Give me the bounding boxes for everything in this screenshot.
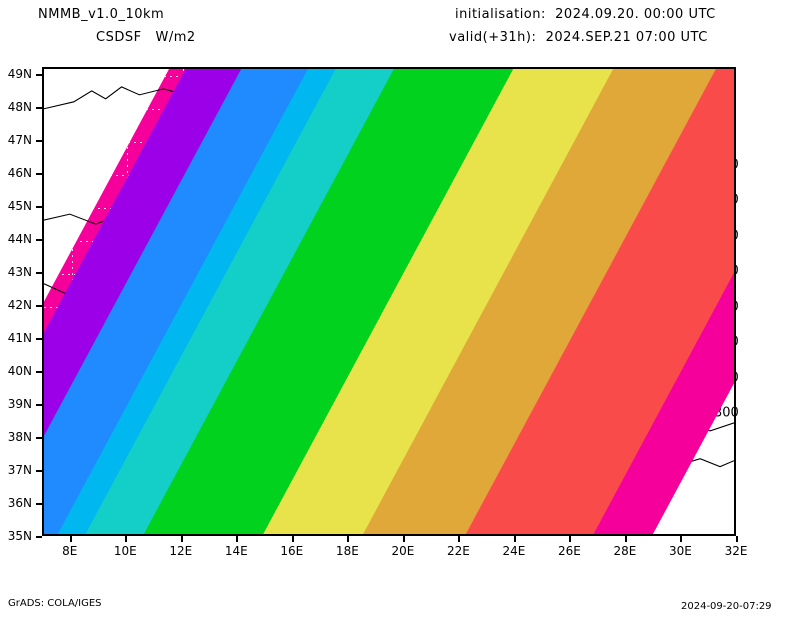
x-tick-mark xyxy=(569,536,572,542)
x-tick-label: 30E xyxy=(669,544,692,558)
x-tick-label: 26E xyxy=(558,544,581,558)
x-tick-mark xyxy=(458,536,461,542)
y-tick-mark xyxy=(36,238,42,241)
y-tick-label: 39N xyxy=(7,396,32,411)
y-tick-label: 48N xyxy=(7,99,32,114)
y-tick-mark xyxy=(36,271,42,274)
y-tick-label: 45N xyxy=(7,198,32,213)
y-tick-mark xyxy=(36,502,42,505)
header-model-name: NMMB_v1.0_10km xyxy=(38,7,165,22)
y-tick-label: 46N xyxy=(7,165,32,180)
y-tick-mark xyxy=(36,536,42,538)
header-initialisation-time: initialisation: 2024.09.20. 00:00 UTC xyxy=(455,7,716,22)
x-tick-mark xyxy=(624,536,627,542)
y-tick-mark xyxy=(36,403,42,406)
y-tick-label: 38N xyxy=(7,429,32,444)
x-tick-label: 10E xyxy=(113,544,137,558)
y-tick-label: 49N xyxy=(7,66,32,81)
x-tick-mark xyxy=(402,536,405,542)
y-tick-label: 47N xyxy=(7,132,32,147)
y-tick-mark xyxy=(36,139,42,142)
x-tick-label: 20E xyxy=(391,544,415,558)
x-tick-label: 16E xyxy=(280,544,304,558)
y-tick-mark xyxy=(36,370,42,373)
x-tick-label: 22E xyxy=(446,544,470,558)
x-tick-label: 8E xyxy=(62,544,78,558)
footer-credit: GrADS: COLA/IGES xyxy=(8,598,102,609)
y-tick-mark xyxy=(36,73,42,76)
y-tick-label: 36N xyxy=(7,495,32,510)
header-valid-time: valid(+31h): 2024.SEP.21 07:00 UTC xyxy=(449,30,708,45)
colorbar-label: 300 xyxy=(714,405,739,421)
y-tick-mark xyxy=(36,436,42,439)
y-tick-mark xyxy=(36,205,42,208)
x-tick-label: 28E xyxy=(613,544,637,558)
x-tick-label: 24E xyxy=(502,544,526,558)
y-tick-label: 43N xyxy=(7,264,32,279)
x-tick-mark xyxy=(736,536,738,542)
x-tick-mark xyxy=(236,536,239,542)
x-tick-label: 32E xyxy=(724,544,748,558)
x-tick-mark xyxy=(125,536,128,542)
x-tick-mark xyxy=(513,536,516,542)
y-tick-label: 41N xyxy=(7,330,32,345)
x-tick-mark xyxy=(347,536,350,542)
y-tick-label: 40N xyxy=(7,363,32,378)
x-tick-mark xyxy=(680,536,683,542)
y-tick-mark xyxy=(36,172,42,175)
x-tick-mark xyxy=(69,536,72,542)
y-tick-mark xyxy=(36,106,42,109)
y-tick-label: 35N xyxy=(7,529,32,543)
x-tick-mark xyxy=(180,536,183,542)
map-plot-area[interactable] xyxy=(42,67,736,536)
y-tick-mark xyxy=(36,337,42,340)
x-tick-mark xyxy=(291,536,294,542)
y-tick-mark xyxy=(36,469,42,472)
header-variable-name: CSDSF W/m2 xyxy=(96,30,196,45)
y-tick-label: 37N xyxy=(7,462,32,477)
y-tick-mark xyxy=(36,304,42,307)
contour-fill-bands xyxy=(44,69,734,534)
x-tick-label: 18E xyxy=(335,544,359,558)
x-tick-label: 14E xyxy=(224,544,248,558)
footer-timestamp: 2024-09-20-07:29 xyxy=(681,601,772,612)
y-tick-label: 42N xyxy=(7,297,32,312)
x-tick-label: 12E xyxy=(169,544,193,558)
y-tick-label: 44N xyxy=(7,231,32,246)
